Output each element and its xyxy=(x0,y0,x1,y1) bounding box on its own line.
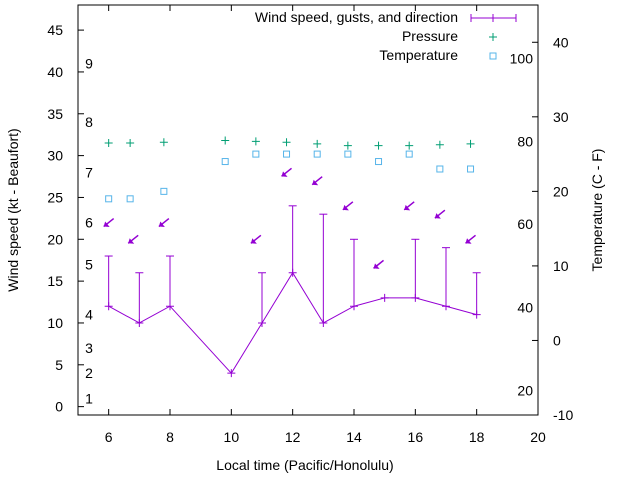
y-right-axis-label: Temperature (C - F) xyxy=(589,149,605,272)
beaufort-labels: 1 2 3 4 5 6 7 8 9 xyxy=(85,56,93,407)
x-tick-label: 10 xyxy=(224,429,240,445)
wind-speed-point xyxy=(380,293,389,302)
wind-direction-arrowhead xyxy=(128,238,135,244)
fahrenheit-label: 20 xyxy=(517,382,533,398)
fahrenheit-labels: 20 40 60 80 100 xyxy=(510,51,534,399)
x-tick-label: 8 xyxy=(166,429,174,445)
pressure-point xyxy=(405,141,414,150)
y-left-tick-label: 30 xyxy=(47,148,63,164)
temperature-point xyxy=(252,150,260,158)
beaufort-label: 5 xyxy=(85,256,93,272)
temperature-point xyxy=(344,150,352,158)
y-right-tick-label: 10 xyxy=(553,258,569,274)
y-right-tick-label: 20 xyxy=(553,183,569,199)
temperature-point xyxy=(105,195,113,203)
wind-direction-arrowhead xyxy=(465,238,472,244)
y-left-axis-ticks: 0 5 10 15 20 25 30 35 40 45 xyxy=(47,22,84,415)
y-left-tick-label: 45 xyxy=(47,22,63,38)
x-tick-label: 16 xyxy=(408,429,424,445)
pressure-point xyxy=(159,138,168,147)
fahrenheit-label: 40 xyxy=(517,300,533,316)
x-tick-label: 18 xyxy=(469,429,485,445)
pressure-point xyxy=(126,139,135,148)
wind-direction-arrowhead xyxy=(103,221,110,228)
wind-direction-arrowhead xyxy=(373,263,380,269)
y-left-tick-label: 20 xyxy=(47,231,63,247)
beaufort-label: 1 xyxy=(85,390,93,406)
temperature-series xyxy=(105,150,475,203)
legend-label-wind: Wind speed, gusts, and direction xyxy=(255,9,458,25)
pressure-point xyxy=(282,138,291,147)
wind-direction-arrowhead xyxy=(158,221,165,228)
temperature-point xyxy=(375,158,383,166)
temperature-point xyxy=(467,165,475,173)
y-left-tick-label: 0 xyxy=(55,399,63,415)
legend-sample-wind xyxy=(470,14,517,22)
beaufort-label: 6 xyxy=(85,215,93,231)
y-left-tick-label: 10 xyxy=(47,315,63,331)
pressure-point xyxy=(466,139,475,148)
fahrenheit-label: 60 xyxy=(517,216,533,232)
legend: Wind speed, gusts, and direction Pressur… xyxy=(255,9,517,63)
legend-sample-temperature xyxy=(489,52,497,60)
x-tick-label: 6 xyxy=(105,429,113,445)
legend-sample-pressure xyxy=(489,33,497,41)
beaufort-label: 3 xyxy=(85,340,93,356)
y-left-tick-label: 15 xyxy=(47,273,63,289)
beaufort-label: 4 xyxy=(85,307,93,323)
y-left-tick-label: 40 xyxy=(47,64,63,80)
temperature-point xyxy=(160,187,168,195)
x-axis-label: Local time (Pacific/Honolulu) xyxy=(216,457,393,473)
wind-direction-arrowhead xyxy=(312,179,319,186)
legend-label-pressure: Pressure xyxy=(402,28,458,44)
y-left-tick-label: 35 xyxy=(47,106,63,122)
y-right-tick-label: 40 xyxy=(553,34,569,50)
pressure-point xyxy=(435,140,444,149)
beaufort-label: 7 xyxy=(85,164,93,180)
temperature-point xyxy=(126,195,134,203)
y-right-tick-label: -10 xyxy=(553,407,573,423)
wind-direction-arrowhead xyxy=(281,171,288,177)
plot-frame xyxy=(77,4,539,416)
pressure-point xyxy=(221,136,230,145)
wind-direction-arrowhead xyxy=(434,213,441,219)
x-tick-label: 14 xyxy=(346,429,362,445)
y-right-tick-label: 30 xyxy=(553,109,569,125)
wind-direction-arrowhead xyxy=(342,204,349,211)
wind-speed-line xyxy=(108,271,477,374)
y-left-axis-label: Wind speed (kt - Beaufort) xyxy=(5,128,21,291)
y-right-axis-ticks: -10 0 10 20 30 40 xyxy=(532,34,573,423)
y-left-tick-label: 5 xyxy=(55,357,63,373)
wind-direction-arrowhead xyxy=(404,204,411,211)
fahrenheit-label: 80 xyxy=(517,133,533,149)
pressure-point xyxy=(343,141,352,150)
x-tick-label: 12 xyxy=(285,429,301,445)
pressure-point xyxy=(251,137,260,146)
beaufort-label: 9 xyxy=(85,56,93,72)
temperature-point xyxy=(283,150,291,158)
beaufort-label: 8 xyxy=(85,114,93,130)
wind-speed-point xyxy=(227,369,236,378)
temperature-point xyxy=(313,150,321,158)
temperature-point xyxy=(221,158,229,166)
x-axis-ticks: 6 8 10 12 14 16 18 20 xyxy=(105,5,546,445)
y-right-tick-label: 0 xyxy=(553,332,561,348)
wind-series xyxy=(103,167,481,378)
fahrenheit-label: 100 xyxy=(510,51,534,67)
temperature-point xyxy=(405,150,413,158)
wind-direction-arrowhead xyxy=(250,238,257,244)
pressure-series xyxy=(104,136,475,150)
legend-label-temperature: Temperature xyxy=(379,47,458,63)
y-left-tick-label: 25 xyxy=(47,189,63,205)
pressure-point xyxy=(313,139,322,148)
temperature-point xyxy=(436,165,444,173)
pressure-point xyxy=(374,141,383,150)
beaufort-label: 2 xyxy=(85,365,93,381)
x-tick-label: 20 xyxy=(530,429,546,445)
pressure-point xyxy=(104,139,113,148)
